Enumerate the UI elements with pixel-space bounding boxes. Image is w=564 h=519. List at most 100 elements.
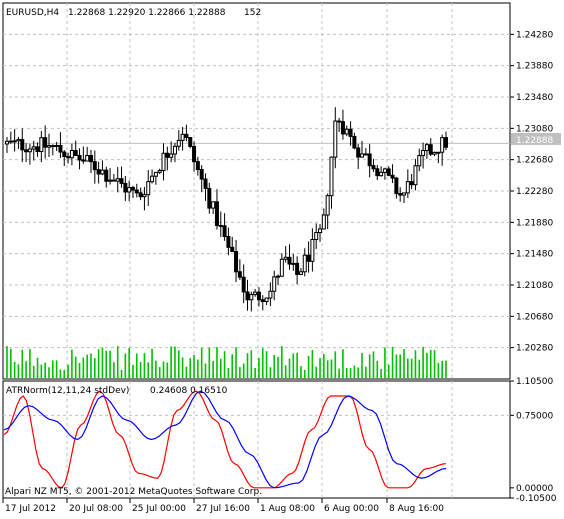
candle	[218, 211, 223, 237]
candle	[245, 279, 250, 311]
candle	[325, 193, 330, 230]
candle	[432, 151, 437, 157]
volume-bar	[326, 360, 329, 378]
volume-bar	[212, 360, 214, 378]
candle	[123, 175, 128, 202]
volume-bar	[40, 364, 43, 378]
candle	[153, 171, 158, 185]
candle	[424, 142, 429, 159]
volume-bar	[227, 367, 230, 378]
candle	[111, 174, 116, 182]
price-tick-label: 1.22680	[516, 156, 553, 166]
volume-bar	[13, 361, 16, 378]
indicator-line-blue	[3, 390, 447, 489]
volume-bar	[311, 350, 314, 378]
x-tick-label: 20 Jul 08:00	[69, 504, 123, 514]
x-tick-label: 25 Jul 00:00	[132, 504, 186, 514]
price-tick-label: 1.21080	[516, 281, 553, 291]
price-tick-label: 1.22280	[516, 187, 553, 197]
volume-bar	[292, 353, 295, 378]
candle	[405, 169, 410, 199]
price-tick-label: 1.20280	[516, 344, 553, 354]
candle	[268, 282, 273, 307]
candle	[417, 148, 422, 172]
volume-bar	[376, 360, 379, 378]
x-tick-label: 8 Aug 16:00	[389, 504, 444, 514]
volume-bar	[78, 362, 81, 378]
candle	[321, 208, 326, 230]
volume-bar	[391, 346, 394, 378]
candle	[272, 270, 277, 301]
candle	[318, 223, 323, 242]
volume-bar	[426, 352, 428, 378]
candle	[142, 186, 147, 211]
volume-bar	[71, 349, 73, 378]
price-tick-label: 1.23880	[516, 62, 553, 72]
volume-bar	[109, 350, 111, 378]
volume-bar	[44, 362, 46, 378]
candle	[421, 142, 426, 169]
candle	[314, 223, 319, 249]
candle	[199, 165, 204, 193]
volume-bar	[307, 355, 310, 378]
volume-bar	[166, 362, 169, 378]
price-tick-label: 1.20680	[516, 312, 553, 322]
candle	[356, 143, 361, 169]
volume-bar	[361, 353, 363, 378]
volume-bar	[82, 357, 85, 378]
volume-bar	[254, 367, 256, 378]
grid	[3, 3, 510, 498]
candle	[375, 164, 380, 181]
volume-bar	[246, 353, 249, 378]
volume-bar	[284, 365, 287, 378]
candle	[58, 132, 63, 159]
volume-bar	[231, 354, 234, 378]
volume-bar	[273, 355, 276, 378]
candlesticks	[5, 107, 448, 312]
candle	[24, 143, 29, 163]
candle	[39, 131, 44, 163]
volume-bar	[437, 362, 440, 378]
symbol-timeframe: EURUSD,H4	[6, 8, 59, 18]
volume-bar	[32, 365, 35, 378]
volume-bar	[219, 358, 222, 378]
volume-bar	[258, 358, 260, 378]
indicator-name: ATRNorm(12,11,24 stdDev)	[6, 386, 129, 396]
candle	[115, 167, 120, 193]
candle	[211, 201, 216, 214]
candle	[306, 241, 311, 273]
candle	[31, 140, 36, 161]
candle	[371, 158, 376, 173]
volume-bar	[97, 349, 100, 378]
volume-bar	[410, 358, 413, 378]
volume-bar	[422, 346, 424, 378]
volume-bar	[139, 362, 142, 378]
candle	[256, 287, 261, 307]
candle	[134, 183, 139, 198]
volume-bar	[303, 369, 306, 378]
volume-bar	[300, 366, 302, 378]
volume-bar	[193, 354, 195, 378]
candle	[402, 192, 407, 204]
candle	[348, 121, 353, 146]
candle	[302, 248, 307, 277]
candle	[409, 173, 414, 190]
current-price-box	[511, 133, 561, 145]
volume-bar	[120, 369, 123, 378]
candle	[5, 137, 9, 153]
candle	[150, 169, 155, 184]
candle	[176, 130, 181, 151]
candle	[287, 244, 292, 270]
volume-bar	[208, 347, 211, 378]
volume-bar	[155, 360, 157, 378]
volume-bar	[189, 358, 192, 378]
candle	[81, 146, 86, 164]
candle	[54, 141, 59, 152]
volume-bar	[407, 358, 409, 378]
candle	[96, 161, 101, 184]
candle	[27, 143, 32, 165]
volume-bar	[158, 367, 161, 378]
volume-bar	[296, 352, 298, 378]
candle	[20, 128, 25, 163]
volume-bar	[143, 353, 146, 378]
